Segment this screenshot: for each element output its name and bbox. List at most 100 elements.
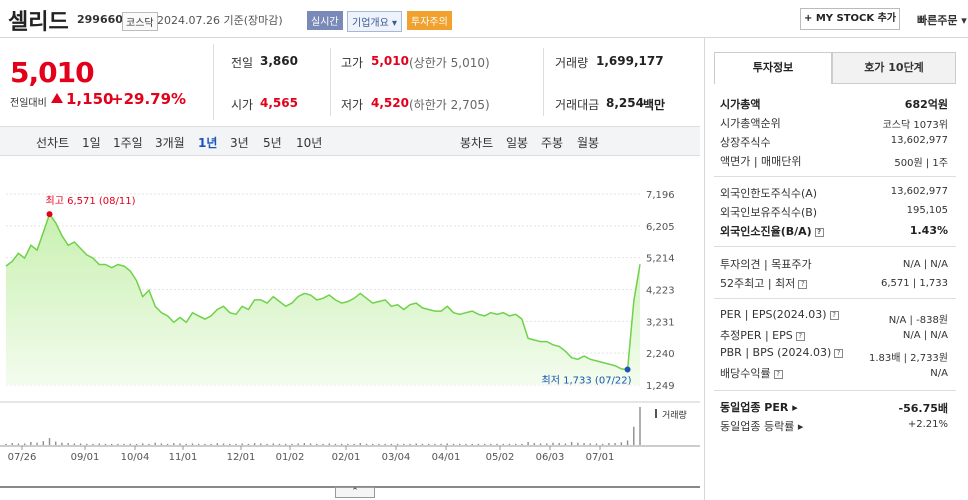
volume-bar	[86, 443, 88, 445]
volume-bar	[558, 443, 560, 445]
tab-investment-info[interactable]: 투자정보	[714, 52, 832, 84]
volume-bar	[104, 443, 107, 445]
volume-value: 1,699,177	[596, 54, 664, 68]
tab-10y[interactable]: 10년	[296, 136, 323, 150]
x-tick-label: 12/01	[227, 452, 256, 463]
volume-bar	[328, 443, 330, 445]
volume-bar	[421, 443, 424, 445]
volume-bar	[160, 443, 163, 445]
amount-value: 8,254	[606, 96, 644, 110]
low-marker	[624, 366, 631, 373]
market-cap-value: 682억원	[904, 98, 948, 111]
collapse-chevron-icon[interactable]: ⌃	[335, 487, 375, 498]
volume-bar	[197, 443, 200, 445]
volume-bar	[546, 443, 548, 445]
tab-weekly[interactable]: 주봉	[541, 136, 564, 150]
volume-bar	[291, 443, 293, 445]
volume-bar	[247, 443, 250, 445]
opinion-label: 투자의견 | 목표주가	[720, 258, 812, 271]
volume-bar	[73, 443, 76, 445]
volume-bar	[533, 443, 536, 445]
volume-bar	[285, 443, 287, 445]
tab-1y[interactable]: 1년	[198, 136, 218, 150]
volume-bar	[142, 443, 144, 445]
investment-panel	[704, 38, 968, 500]
stock-name: 셀리드	[8, 10, 69, 35]
help-icon[interactable]: ?	[834, 348, 844, 358]
high-label: 고가	[341, 56, 364, 70]
quick-order-button[interactable]: 빠른주문 ▾	[917, 14, 967, 27]
help-icon[interactable]: ?	[773, 369, 783, 379]
volume-bar	[459, 443, 461, 445]
volume-bar	[322, 443, 324, 445]
volume-bar	[303, 443, 306, 445]
realtime-badge[interactable]: 실시간	[307, 11, 343, 30]
volume-bar	[452, 443, 455, 445]
cap-rank-label: 시가총액순위	[720, 117, 781, 130]
volume-bar	[334, 443, 337, 445]
sector-rate-label: 동일업종 등락률 ▸	[720, 420, 804, 433]
help-icon[interactable]: ?	[798, 279, 808, 289]
volume-bar	[396, 443, 399, 445]
stock-code: 299660	[77, 13, 123, 26]
x-tick-label: 02/01	[332, 452, 361, 463]
volume-bar	[266, 443, 268, 445]
volume-bar	[210, 443, 212, 445]
volume-bar	[633, 426, 635, 445]
help-icon[interactable]: ?	[795, 331, 805, 341]
volume-bar	[79, 443, 82, 445]
shares-value: 13,602,977	[890, 135, 948, 146]
pbr-label: PBR | BPS (2024.03)?	[720, 346, 844, 359]
volume-bar	[496, 443, 498, 445]
tab-1w[interactable]: 1주일	[113, 136, 143, 150]
shares-label: 상장주식수	[720, 136, 771, 149]
company-overview-dropdown[interactable]: 기업개요 ▾	[347, 11, 402, 32]
volume-bar	[595, 443, 598, 445]
divider	[714, 390, 956, 391]
volume-bar	[5, 443, 7, 445]
volume-bar	[434, 443, 436, 445]
tab-orderbook[interactable]: 호가 10단계	[832, 52, 956, 84]
volume-bar	[185, 443, 187, 445]
market-badge: 코스닥	[122, 12, 158, 31]
volume-legend: 거래량	[662, 409, 687, 421]
current-price: 5,010	[10, 56, 95, 89]
tab-3m[interactable]: 3개월	[155, 136, 185, 150]
help-icon[interactable]: ?	[829, 310, 839, 320]
volume-bar	[539, 443, 542, 445]
tab-5y[interactable]: 5년	[263, 136, 282, 150]
cap-rank-value: 코스닥 1073위	[882, 120, 948, 131]
x-tick-label: 11/01	[169, 452, 198, 463]
high-annotation: 최고 6,571 (08/11)	[46, 195, 136, 207]
tab-1d[interactable]: 1일	[82, 136, 101, 150]
price-chart[interactable]: 7,196 6,205 5,214 4,223 3,231 2,240 1,249 07/2…	[0, 160, 700, 486]
x-tick-label: 09/01	[71, 452, 100, 463]
pbr-value: 1.83배 | 2,733원	[868, 353, 948, 364]
face-value-label: 액면가 | 매매단위	[720, 155, 802, 168]
volume-bar	[278, 443, 281, 445]
volume-bar	[427, 443, 430, 445]
low-annotation: 최저 1,733 (07/22)	[542, 374, 632, 386]
volume-bar	[123, 443, 125, 445]
volume-bar	[508, 443, 511, 445]
volume-bar	[365, 443, 368, 445]
tab-monthly[interactable]: 월봉	[577, 136, 600, 150]
y-tick-label: 7,196	[646, 190, 675, 201]
y-tick-label: 6,205	[646, 222, 675, 233]
volume-bar	[260, 443, 262, 445]
volume-bar	[552, 442, 554, 445]
price-area	[6, 214, 640, 385]
volume-bar	[372, 443, 374, 445]
divider	[213, 44, 214, 120]
volume-bar	[36, 442, 38, 445]
volume-bar	[490, 443, 492, 445]
tab-daily[interactable]: 일봉	[506, 136, 529, 150]
help-icon[interactable]: ?	[814, 227, 824, 237]
tab-3y[interactable]: 3년	[230, 136, 249, 150]
sector-rate-value: +2.21%	[907, 419, 948, 430]
volume-bar	[477, 443, 480, 445]
dividend-value: N/A	[930, 368, 948, 379]
add-mystock-button[interactable]: + MY STOCK 추가	[800, 8, 900, 30]
volume-bar	[222, 443, 225, 445]
line-chart-label: 선차트	[36, 136, 70, 150]
